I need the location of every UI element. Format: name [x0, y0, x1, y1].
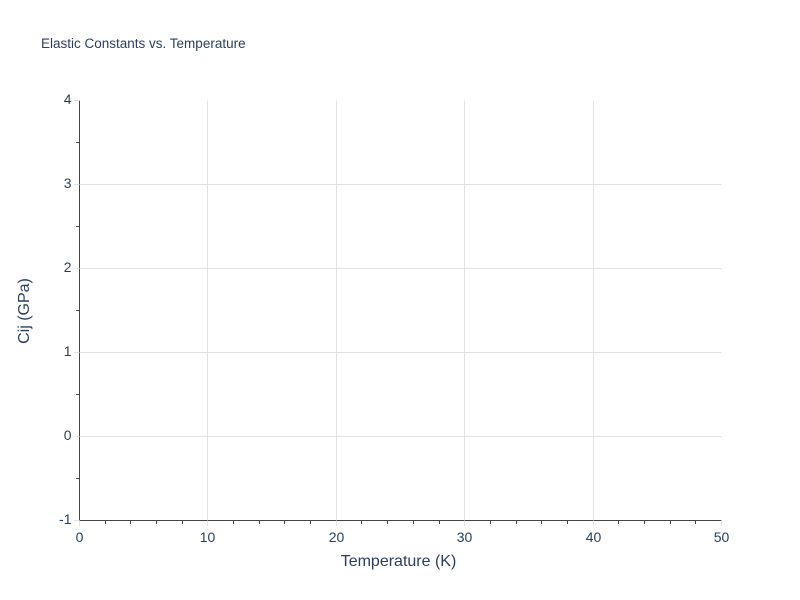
svg-text:0: 0	[76, 529, 84, 545]
svg-text:4: 4	[64, 91, 72, 107]
svg-text:40: 40	[586, 529, 602, 545]
svg-text:30: 30	[457, 529, 473, 545]
svg-text:2: 2	[64, 259, 72, 275]
svg-text:1: 1	[64, 343, 72, 359]
svg-text:-1: -1	[59, 511, 72, 527]
svg-text:0: 0	[64, 427, 72, 443]
svg-text:3: 3	[64, 175, 72, 191]
svg-text:50: 50	[714, 529, 730, 545]
svg-text:20: 20	[329, 529, 345, 545]
svg-text:10: 10	[200, 529, 216, 545]
